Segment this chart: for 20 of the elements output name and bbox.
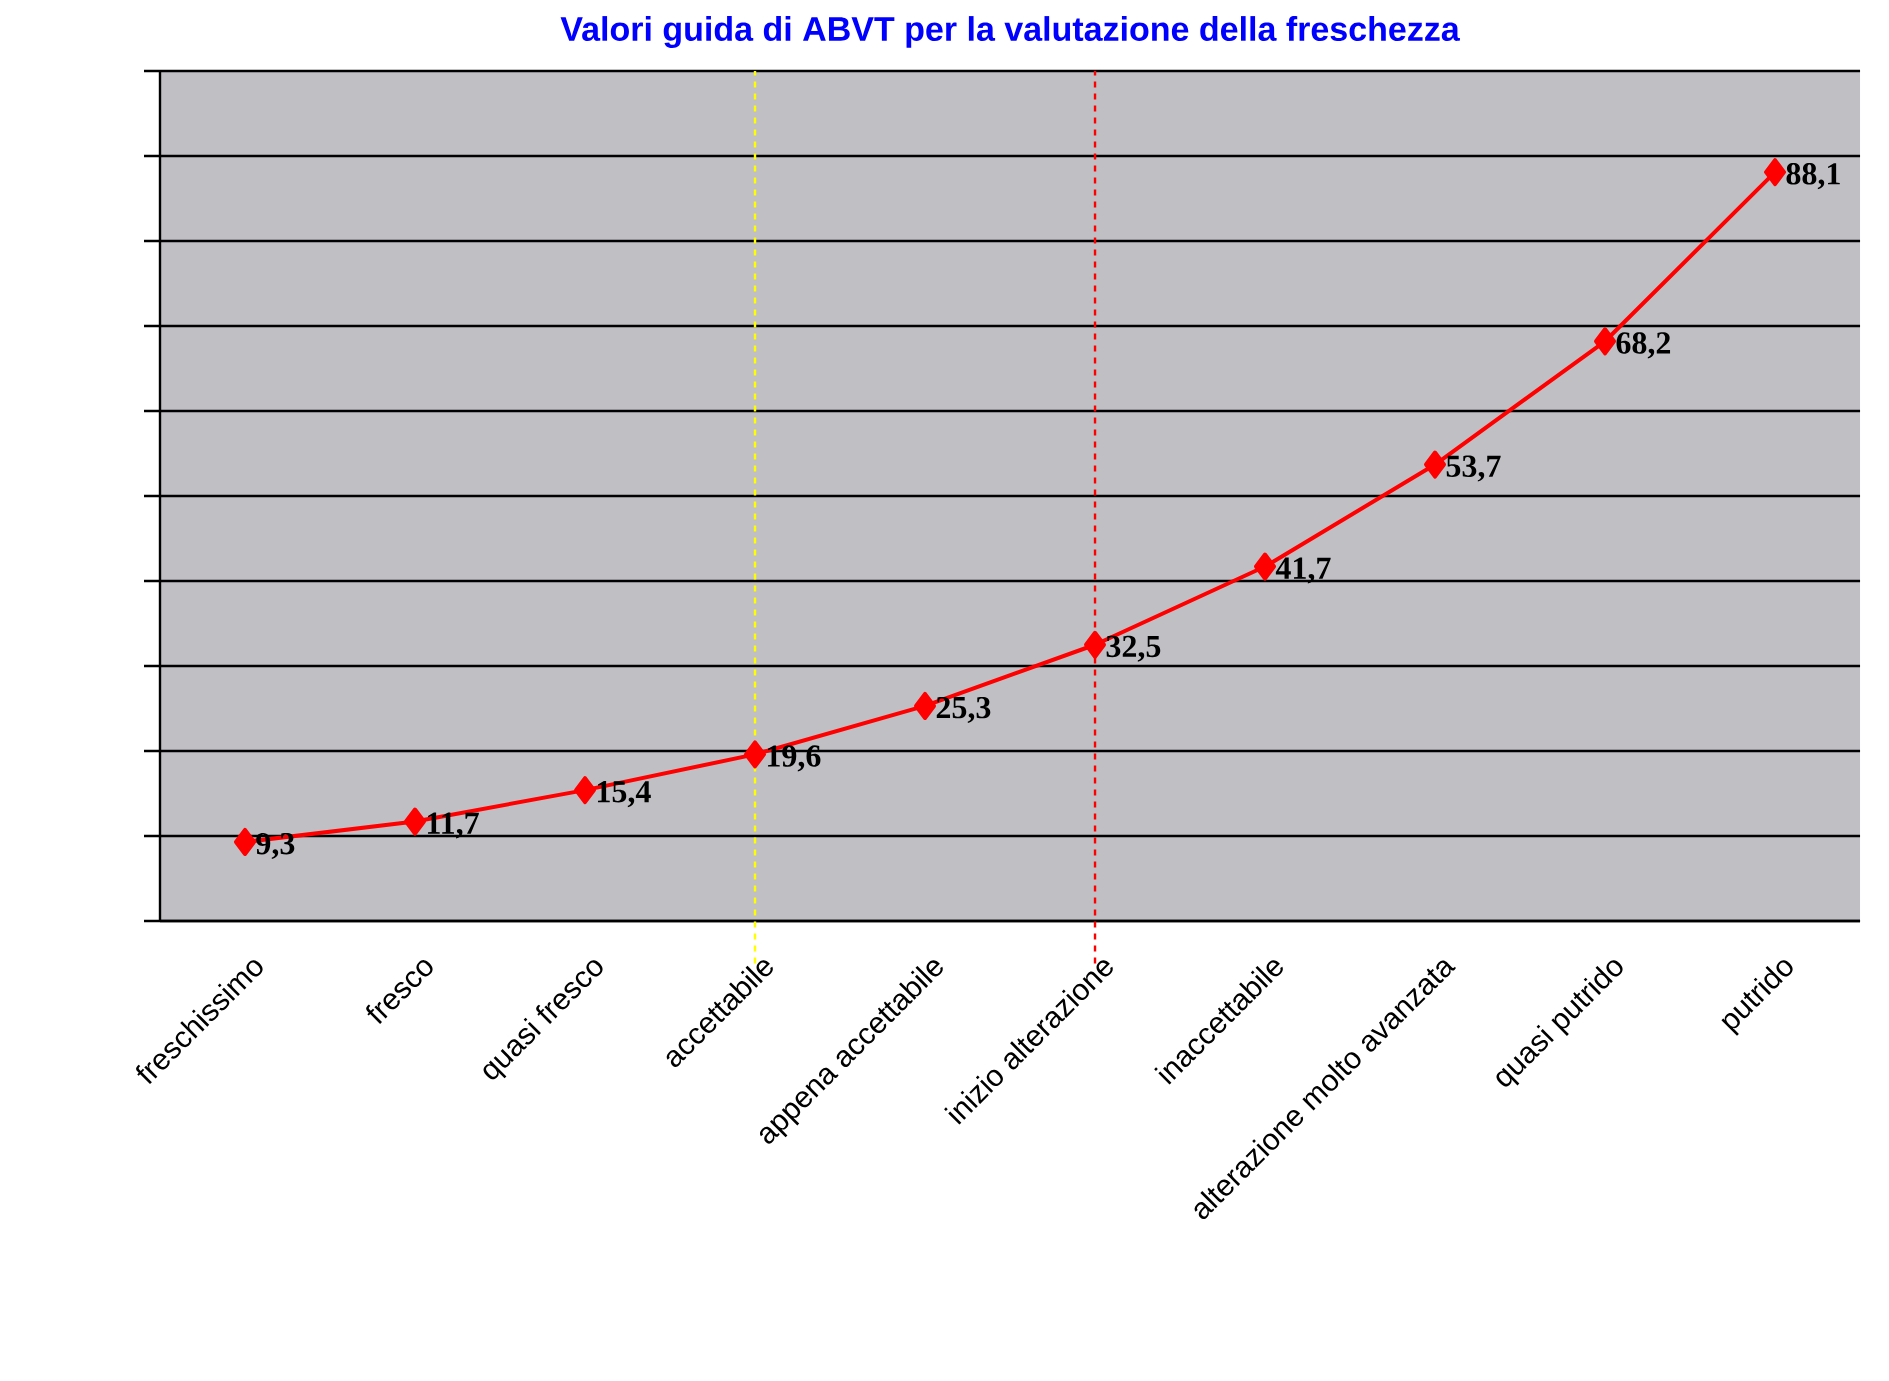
point <box>1254 552 1277 581</box>
data-label: 68,2 <box>1616 332 1671 359</box>
point <box>914 691 937 720</box>
point <box>744 740 767 769</box>
point <box>1764 158 1787 187</box>
point <box>1594 327 1617 356</box>
point <box>1424 450 1447 479</box>
point <box>1084 630 1107 659</box>
data-label: 53,7 <box>1446 455 1501 482</box>
point <box>574 776 597 805</box>
data-label: 25,3 <box>936 696 991 724</box>
point <box>404 807 427 836</box>
chart-title: Valori guida di ABVT per la valutazione della freschezza <box>560 16 1460 48</box>
data-label: 88,1 <box>1786 163 1840 190</box>
point <box>234 827 256 856</box>
data-label: 32,5 <box>1106 635 1161 662</box>
data-label: 11,7 <box>427 812 479 839</box>
data-label: 15,4 <box>597 781 651 808</box>
data-label: 9,3 <box>256 832 295 860</box>
data-label: 41,7 <box>1275 557 1331 584</box>
